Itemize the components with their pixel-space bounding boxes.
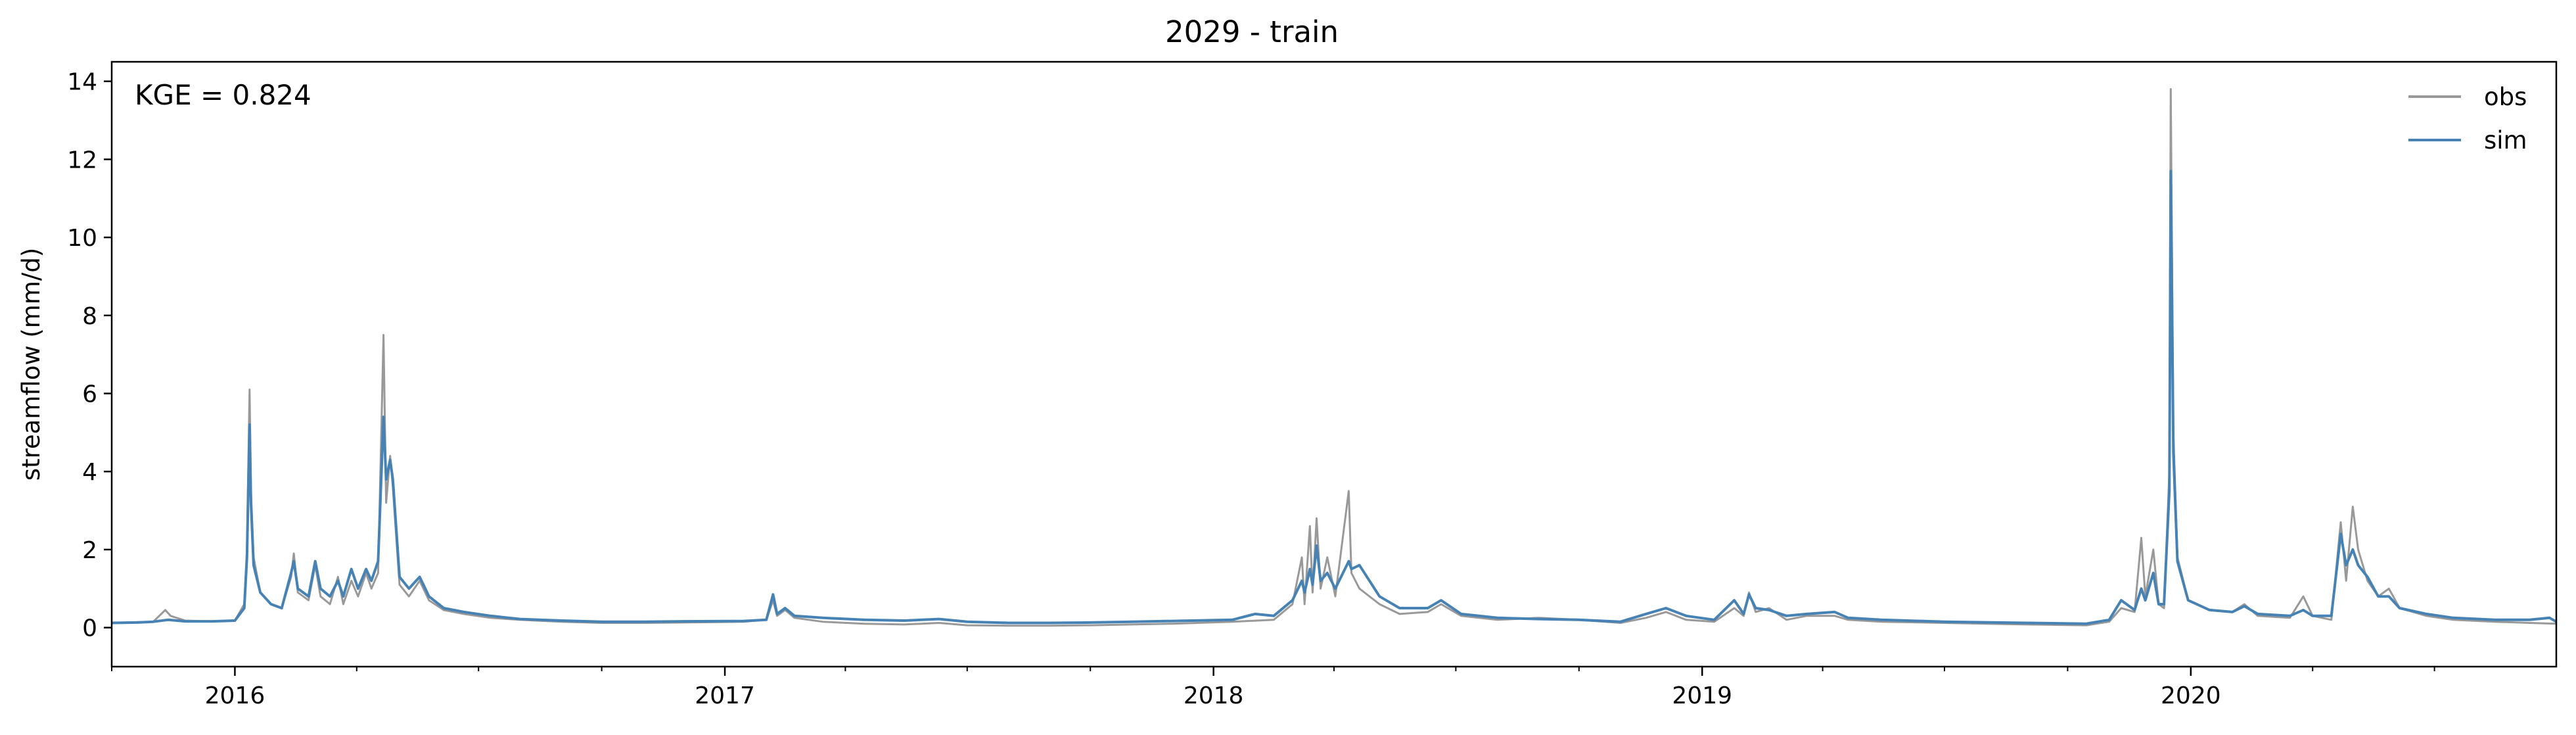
legend-obs-label: obs (2484, 83, 2527, 111)
y-tick-label: 4 (82, 459, 97, 486)
y-tick-label: 12 (67, 147, 97, 174)
y-tick-label: 2 (82, 537, 97, 564)
legend: obs sim (2408, 83, 2527, 154)
kge-annotation: KGE = 0.824 (135, 79, 311, 111)
y-tick-label: 14 (67, 69, 97, 96)
legend-sim-label: sim (2484, 126, 2527, 154)
plot-lines (111, 88, 2558, 627)
x-tick-label: 2016 (205, 682, 265, 709)
x-tick-label: 2018 (1184, 682, 1244, 709)
x-axis: 2016 2017 2018 2019 2020 (111, 667, 2435, 709)
x-tick-label: 2017 (695, 682, 755, 709)
y-tick-label: 8 (82, 303, 97, 330)
y-tick-label: 0 (82, 615, 97, 642)
series-line-obs (111, 88, 2557, 627)
x-tick-label: 2019 (1672, 682, 1732, 709)
series-line-sim (111, 170, 2558, 625)
y-axis: 0 2 4 6 8 10 12 14 (67, 69, 112, 642)
y-tick-label: 10 (67, 225, 97, 252)
y-tick-label: 6 (82, 381, 97, 408)
y-axis-label: streamflow (mm/d) (17, 248, 45, 481)
chart-title: 2029 - train (1165, 14, 1339, 49)
plot-frame (110, 60, 2558, 668)
x-tick-label: 2020 (2161, 682, 2221, 709)
